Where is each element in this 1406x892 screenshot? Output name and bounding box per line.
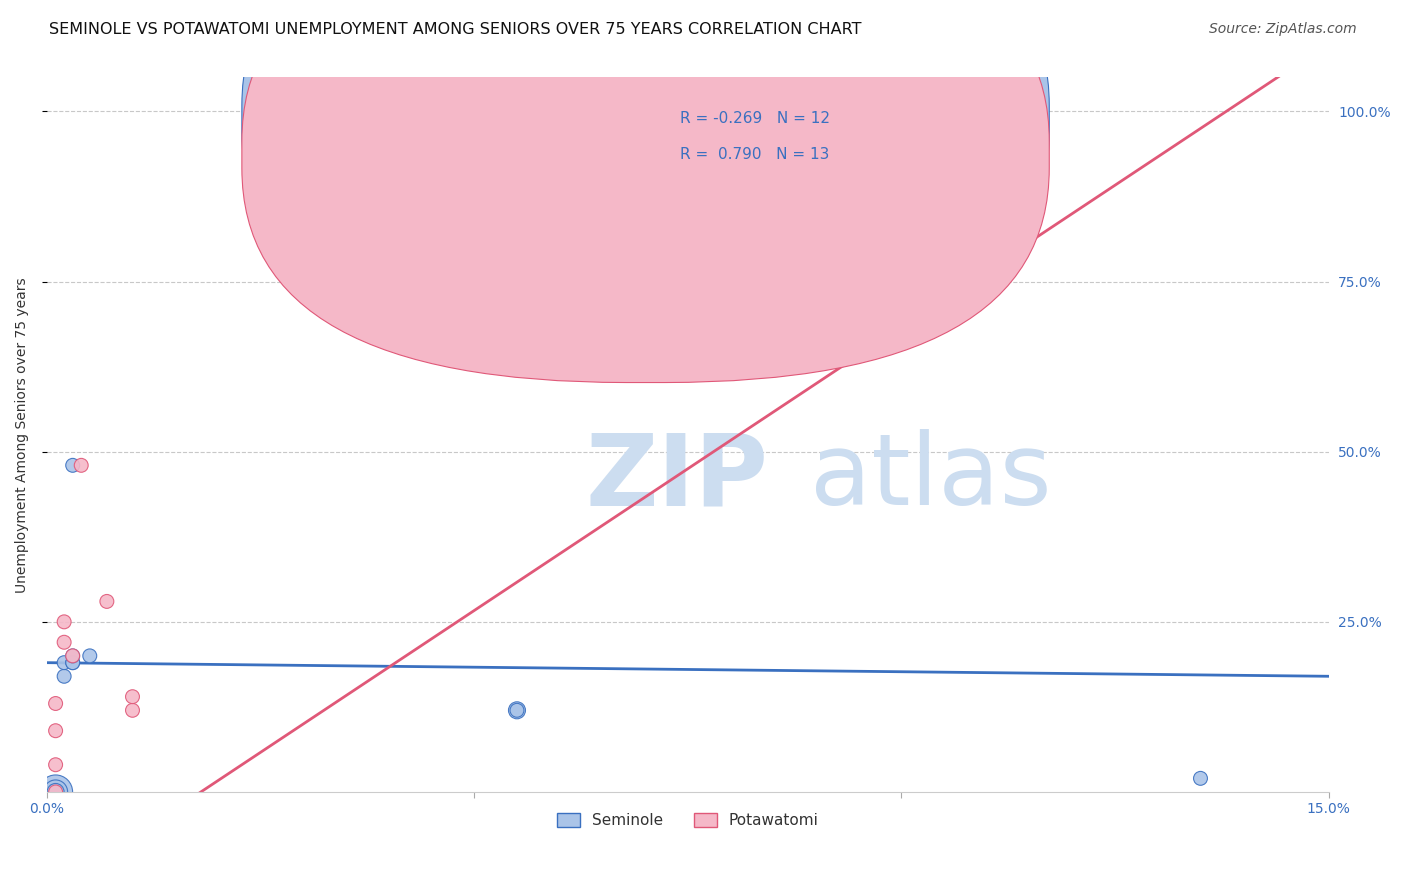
Point [62,648,84,663]
Text: R =  0.790   N = 13: R = 0.790 N = 13 [681,147,830,162]
Point [53,669,76,683]
Point [634,104,657,119]
Point [121,690,143,704]
Y-axis label: Unemployment Among Seniors over 75 years: Unemployment Among Seniors over 75 years [15,277,30,592]
Point [890,104,912,119]
Text: Source: ZipAtlas.com: Source: ZipAtlas.com [1209,22,1357,37]
Point [506,703,529,717]
Text: R = -0.269   N = 12: R = -0.269 N = 12 [681,112,830,127]
Point [79,648,101,663]
Point [45,785,67,799]
Point [121,703,143,717]
Text: SEMINOLE VS POTAWATOMI UNEMPLOYMENT AMONG SENIORS OVER 75 YEARS CORRELATION CHAR: SEMINOLE VS POTAWATOMI UNEMPLOYMENT AMON… [49,22,862,37]
Point [62,656,84,670]
Legend: Seminole, Potawatomi: Seminole, Potawatomi [551,807,825,834]
Point [53,615,76,629]
Point [45,785,67,799]
Text: ZIP: ZIP [585,429,768,526]
FancyBboxPatch shape [605,95,931,185]
Point [70,458,93,473]
Point [45,723,67,738]
Point [53,635,76,649]
FancyBboxPatch shape [242,0,1049,383]
Point [96,594,118,608]
FancyBboxPatch shape [242,0,1049,347]
Point [506,703,529,717]
Point [62,648,84,663]
Point [1189,772,1212,786]
Point [53,656,76,670]
Point [45,757,67,772]
Point [45,785,67,799]
Point [62,458,84,473]
Point [45,785,67,799]
Text: atlas: atlas [810,429,1052,526]
Point [62,656,84,670]
Point [45,697,67,711]
